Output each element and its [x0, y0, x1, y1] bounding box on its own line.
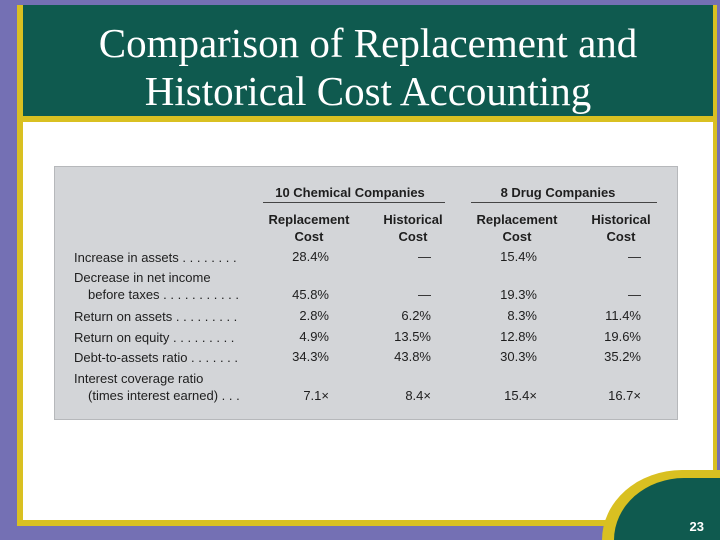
row-label-decrease-in-net-income: Decrease in net income before taxes . . …: [74, 270, 240, 302]
column-header: Replacement Cost: [476, 212, 558, 244]
table-cell: 16.7×: [608, 388, 641, 403]
group-header-chemical: 10 Chemical Companies: [275, 185, 425, 200]
slide-title: Comparison of Replacement and Historical…: [23, 5, 713, 116]
title-line-1: Comparison of Replacement and: [98, 20, 638, 66]
table-cell: 4.9%: [299, 329, 329, 344]
table-cell: 2.8%: [299, 308, 329, 323]
slide-number: 23: [689, 519, 704, 534]
table-cell: 34.3%: [292, 349, 329, 364]
comparison-table: 10 Chemical Companies 8 Drug Companies R…: [54, 166, 678, 420]
table-cell: 6.2%: [401, 308, 431, 323]
table-cell: 19.3%: [500, 287, 537, 302]
table-cell: 8.3%: [507, 308, 537, 323]
row-label-interest-coverage-ratio: Interest coverage ratio (times interest …: [74, 371, 240, 403]
table-cell: 30.3%: [500, 349, 537, 364]
table-cell: 12.8%: [500, 329, 537, 344]
table-cell: 35.2%: [604, 349, 641, 364]
column-header: Replacement Cost: [268, 212, 350, 244]
group-rule-drug: [471, 202, 657, 203]
table-cell: —: [418, 287, 431, 302]
table-cell: —: [418, 249, 431, 264]
table-cell: 13.5%: [394, 329, 431, 344]
table-cell: 19.6%: [604, 329, 641, 344]
table-cell: 45.8%: [292, 287, 329, 302]
row-label-increase-in-assets: Increase in assets . . . . . . . .: [74, 250, 237, 265]
row-label-return-on-assets: Return on assets . . . . . . . . .: [74, 309, 238, 324]
row-label-return-on-equity: Return on equity . . . . . . . . .: [74, 330, 235, 345]
column-header: Historical Cost: [383, 212, 443, 244]
table-cell: —: [628, 249, 641, 264]
title-line-2: Historical Cost Accounting: [144, 68, 592, 114]
group-header-drug: 8 Drug Companies: [500, 185, 616, 200]
table-cell: 28.4%: [292, 249, 329, 264]
table-cell: 8.4×: [405, 388, 431, 403]
table-cell: 15.4%: [500, 249, 537, 264]
table-cell: 15.4×: [504, 388, 537, 403]
row-label-debt-to-assets-ratio: Debt-to-assets ratio . . . . . . .: [74, 350, 238, 365]
group-rule-chemical: [263, 202, 445, 203]
table-cell: —: [628, 287, 641, 302]
table-cell: 11.4%: [605, 308, 641, 323]
table-cell: 43.8%: [394, 349, 431, 364]
column-header: Historical Cost: [591, 212, 651, 244]
table-cell: 7.1×: [303, 388, 329, 403]
